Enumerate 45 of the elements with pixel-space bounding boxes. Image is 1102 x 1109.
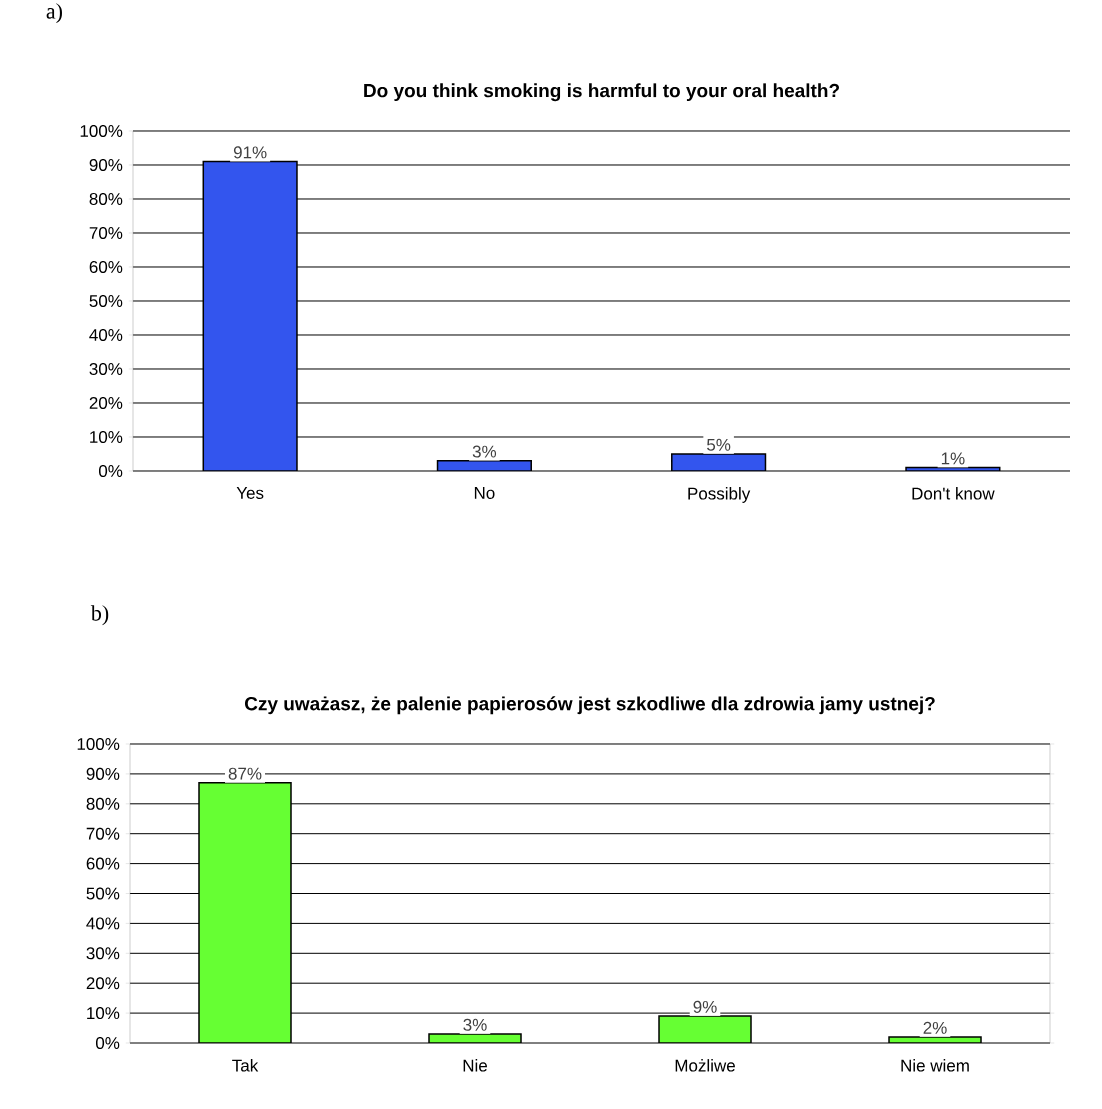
y-tick-label: 60% xyxy=(89,260,123,274)
x-tick-label: No xyxy=(474,487,495,499)
y-tick-label: 70% xyxy=(89,226,123,240)
y-tick-label: 0% xyxy=(98,464,123,478)
y-tick-label: 70% xyxy=(86,827,120,840)
y-tick-label: 90% xyxy=(89,158,123,172)
y-tick-label: 80% xyxy=(89,192,123,206)
x-tick-label: Nie wiem xyxy=(901,1059,969,1072)
y-tick-label: 50% xyxy=(89,294,123,308)
x-tick-label: Tak xyxy=(232,1059,259,1072)
y-tick-label: 100% xyxy=(80,124,123,138)
bar xyxy=(658,1015,752,1043)
x-tick-label: Yes xyxy=(236,487,264,499)
y-tick-label: 80% xyxy=(86,797,120,810)
data-label: 87% xyxy=(228,767,262,780)
bar xyxy=(198,782,292,1043)
y-tick-label: 10% xyxy=(87,1007,120,1020)
bar xyxy=(202,160,298,471)
y-tick-label: 30% xyxy=(89,362,123,376)
x-tick-label: Don't know xyxy=(912,487,995,500)
y-tick-label: 60% xyxy=(86,857,120,870)
x-tick-label: Możliwe xyxy=(675,1059,735,1072)
y-tick-label: 100% xyxy=(77,737,120,751)
data-label: 9% xyxy=(693,1000,717,1013)
data-label: 5% xyxy=(707,438,731,451)
y-tick-label: 40% xyxy=(86,917,120,930)
x-tick-label: Nie xyxy=(463,1059,487,1072)
y-tick-label: 50% xyxy=(86,887,120,900)
y-tick-label: 10% xyxy=(90,430,123,444)
data-label: 3% xyxy=(472,445,497,458)
x-tick-label: Possibly xyxy=(688,487,751,503)
y-tick-label: 30% xyxy=(86,947,120,960)
y-tick-label: 90% xyxy=(86,767,120,780)
y-tick-label: 40% xyxy=(89,328,123,342)
y-tick-label: 20% xyxy=(89,396,123,410)
text: a) xyxy=(46,3,62,24)
data-label: 1% xyxy=(941,452,965,465)
y-tick-label: 20% xyxy=(86,977,120,990)
text: b) xyxy=(90,605,109,626)
chart-title: Czy uważasz, że palenie papierosów jest szkodliwe dla zdrowia jamy ustnej? xyxy=(244,696,935,715)
data-label: 2% xyxy=(923,1021,947,1034)
chart-title: Do you think smoking is harmful to your oral health? xyxy=(364,83,839,102)
data-label: 3% xyxy=(463,1018,487,1031)
data-label: 91% xyxy=(233,146,267,159)
y-tick-label: 0% xyxy=(95,1036,120,1050)
